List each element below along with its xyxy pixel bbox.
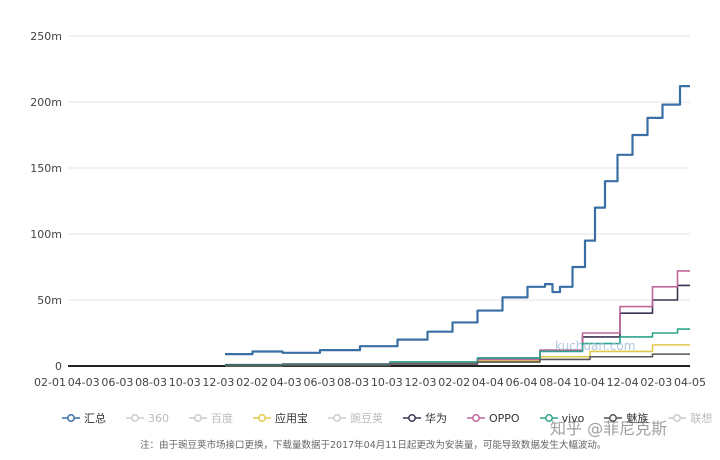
series-line-魅族 <box>225 353 690 367</box>
x-tick-label: 04-04 <box>472 376 504 389</box>
legend-marker-icon <box>126 414 144 422</box>
grid-lines <box>68 35 690 367</box>
legend-label: OPPO <box>489 411 520 425</box>
legend-label: 应用宝 <box>275 412 308 425</box>
x-tick-label: 08-04 <box>539 376 571 389</box>
x-tick-label: 02-01 <box>34 376 66 389</box>
x-tick-label: 08-03 <box>135 376 167 389</box>
x-tick-label: 10-03 <box>371 376 403 389</box>
legend-item[interactable]: 豌豆荚 <box>328 410 383 426</box>
x-tick-label: 02-02 <box>236 376 268 389</box>
y-tick-label: 50m <box>37 294 62 307</box>
series-line-汇总 <box>225 85 690 356</box>
legend-marker-icon <box>539 414 558 422</box>
x-tick-label: 08-03 <box>337 376 369 389</box>
legend-marker-icon <box>62 414 80 422</box>
legend-item[interactable]: vivo <box>539 411 585 425</box>
legend-label: 联想 <box>690 412 713 425</box>
x-tick-label: 12-04 <box>607 376 639 389</box>
x-tick-label: 06-03 <box>101 376 133 389</box>
legend-item[interactable]: 联想 <box>668 410 712 426</box>
legend-label: 汇总 <box>84 412 106 425</box>
legend-label: 360 <box>148 411 169 425</box>
legend-item[interactable]: OPPO <box>467 412 520 425</box>
legend-label: 豌豆荚 <box>350 412 383 425</box>
x-tick-label: 04-03 <box>270 376 302 389</box>
y-tick-label: 200m <box>30 96 62 109</box>
watermark: 知乎 @菲尼克斯 <box>550 419 668 438</box>
legend-label: 百度 <box>211 412 233 425</box>
legend-marker-icon <box>189 414 207 422</box>
x-tick-label: 12-03 <box>405 376 437 389</box>
legend-marker-icon <box>467 414 485 422</box>
legend-marker-icon <box>253 414 271 422</box>
legend-item[interactable]: 汇总 <box>62 410 106 426</box>
footnote: 注：由于豌豆荚市场接口更换，下载量数据于2017年04月11日起更改为安装量，可… <box>140 440 607 451</box>
x-tick-label: 02-02 <box>438 376 470 389</box>
y-tick-label: 150m <box>30 162 62 175</box>
legend: 汇总 360 百度 应用宝 豌豆荚 华为 OPPO vivo 魅族 联想 <box>62 408 712 428</box>
series-lines <box>225 85 690 367</box>
y-tick-label: 0 <box>55 360 62 373</box>
legend-item[interactable]: 应用宝 <box>253 410 308 426</box>
legend-label: vivo <box>561 411 585 425</box>
x-tick-label: 04-03 <box>68 376 100 389</box>
y-axis: 0 50m 100m 150m 200m 250m <box>30 30 62 373</box>
legend-marker-icon <box>403 414 421 422</box>
legend-item[interactable]: 360 <box>126 412 169 425</box>
x-tick-label: 02-03 <box>640 376 672 389</box>
x-tick-label: 10-04 <box>573 376 605 389</box>
watermark-site: kuchuan.com <box>555 339 635 353</box>
y-tick-label: 250m <box>30 30 62 43</box>
legend-item[interactable]: 华为 <box>403 410 447 426</box>
legend-marker-icon <box>604 414 623 422</box>
x-tick-label: 10-03 <box>169 376 201 389</box>
legend-label: 魅族 <box>626 412 649 425</box>
x-tick-label: 12-03 <box>202 376 234 389</box>
legend-item[interactable]: 魅族 <box>604 410 648 426</box>
legend-item[interactable]: 百度 <box>189 410 233 426</box>
x-axis: 02-01 04-03 06-03 08-03 10-03 12-03 02-02 04-03… <box>34 376 706 389</box>
legend-marker-icon <box>328 414 346 422</box>
x-tick-label: 06-03 <box>303 376 335 389</box>
y-tick-label: 100m <box>30 228 62 241</box>
legend-marker-icon <box>668 414 687 422</box>
x-tick-label: 04-05 <box>674 376 706 389</box>
legend-label: 华为 <box>425 412 447 425</box>
x-tick-label: 06-04 <box>506 376 538 389</box>
